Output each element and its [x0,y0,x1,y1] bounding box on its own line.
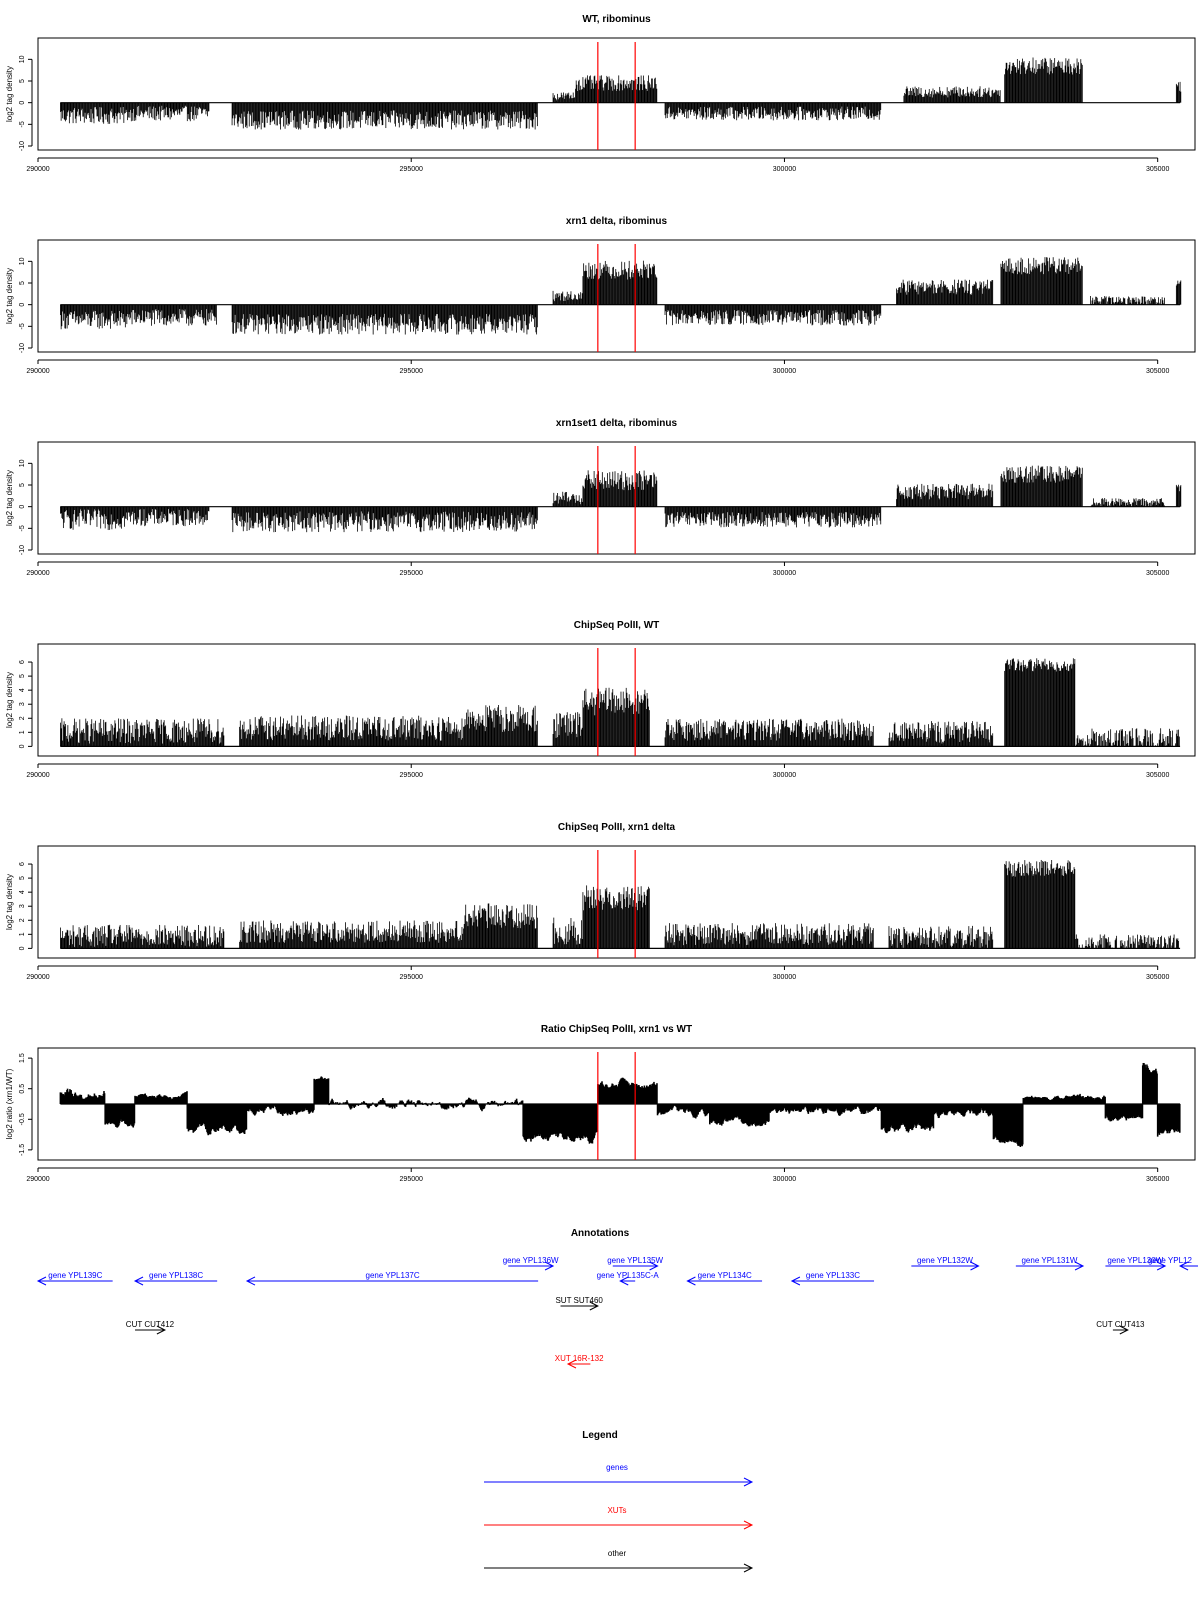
y-tick-label: -10 [19,141,26,151]
signal-segment [59,102,128,124]
y-axis-label: log2 tag density [5,66,14,122]
signal-segment [896,279,994,305]
plot-frame [37,37,1196,151]
chart-title: ChipSeq PolII, WT [574,620,660,631]
y-tick-label: -5 [19,525,26,531]
y-tick-label: 3 [19,702,26,706]
x-tick-label: 295000 [400,772,423,779]
y-tick-label: -10 [19,343,26,353]
y-tick-label: 5 [19,281,26,285]
y-axis-label: log2 tag density [5,672,14,728]
signal-segment [127,102,210,122]
signal-segment [552,92,576,103]
signal-segment [59,506,128,531]
y-tick-label: 6 [19,660,26,664]
x-tick-label: 300000 [773,570,796,577]
x-tick-label: 290000 [26,570,49,577]
signal-segment [582,470,658,507]
y-tick-label: 4 [19,688,26,692]
x-tick-label: 300000 [773,166,796,173]
signal-segment [59,304,128,330]
signal-segment [239,715,464,747]
y-tick-label: 1 [19,730,26,734]
signal-segment [582,687,650,747]
signal-segment [664,304,882,326]
signal-segment [59,718,225,747]
x-tick-label: 305000 [1146,166,1169,173]
signal-segment [1175,280,1182,305]
signal-segment [575,75,658,103]
plot-frame [37,441,1196,555]
x-tick-label: 295000 [400,368,423,375]
signal-segment [231,304,538,335]
y-axis-label: log2 tag density [5,268,14,324]
y-tick-label: 0 [19,101,26,105]
signal-segment [1175,484,1182,507]
x-tick-label: 305000 [1146,368,1169,375]
signal-segment [1175,81,1182,103]
y-tick-label: 0 [19,505,26,509]
chart-panel: ChipSeq PolII, WT log2 tag density 0 1 2 3 4 5 6… [5,620,1196,779]
y-tick-label: 10 [19,55,26,63]
signal-segment [552,290,583,305]
signal-segment [231,506,538,533]
signal-segment [664,102,882,121]
x-tick-label: 290000 [26,368,49,375]
signal-segment [127,506,210,527]
y-tick-label: -5 [19,323,26,329]
signal-segment [231,102,538,130]
x-tick-label: 295000 [400,570,423,577]
signal-segment [1004,57,1083,103]
chart-title: xrn1 delta, ribominus [566,216,668,227]
chart-panel: xrn1set1 delta, ribominus log2 tag densit… [5,418,1196,577]
x-tick-label: 295000 [400,166,423,173]
x-tick-label: 290000 [26,772,49,779]
y-tick-label: 0 [19,303,26,307]
signal-segment [1090,498,1165,507]
signal-segment [582,260,658,305]
y-axis-label: log2 tag density [5,470,14,526]
chart-panel: WT, ribominus log2 tag density -10 -5 0 5 10 29… [5,14,1196,173]
signal-segment [1000,257,1083,305]
signal-segment [552,491,583,507]
x-tick-label: 300000 [773,772,796,779]
y-tick-label: 5 [19,483,26,487]
signal-segment [896,483,994,507]
x-tick-label: 305000 [1146,772,1169,779]
y-tick-label: 2 [19,716,26,720]
y-tick-label: 10 [19,257,26,265]
y-tick-label: 0 [19,744,26,748]
signal-segment [127,304,217,326]
signal-segment [1000,465,1083,507]
y-tick-label: -10 [19,545,26,555]
plot-frame [37,643,1196,757]
y-tick-label: 5 [19,674,26,678]
chart-title: xrn1set1 delta, ribominus [556,418,678,429]
y-tick-label: 10 [19,459,26,467]
chart-panel: xrn1 delta, ribominus log2 tag density -10… [5,216,1196,375]
x-tick-label: 290000 [26,166,49,173]
y-tick-label: -5 [19,121,26,127]
signal-segment [664,718,874,747]
y-tick-label: 5 [19,79,26,83]
chart-title: WT, ribominus [582,14,651,25]
signal-segment [1090,296,1165,305]
signal-segment [664,506,882,528]
signal-segment [552,712,583,747]
signal-segment [903,86,1001,103]
x-tick-label: 305000 [1146,570,1169,577]
plot-frame [37,239,1196,353]
signal-segment [463,704,538,747]
x-tick-label: 300000 [773,368,796,375]
